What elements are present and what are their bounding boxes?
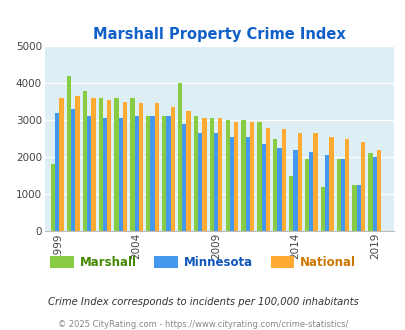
Bar <box>71 109 75 231</box>
Bar <box>336 159 340 231</box>
Bar <box>134 116 139 231</box>
Bar <box>304 159 308 231</box>
Bar <box>234 122 238 231</box>
Bar <box>288 176 292 231</box>
Title: Marshall Property Crime Index: Marshall Property Crime Index <box>93 27 345 42</box>
Text: © 2025 CityRating.com - https://www.cityrating.com/crime-statistics/: © 2025 CityRating.com - https://www.city… <box>58 319 347 329</box>
Bar <box>87 116 91 231</box>
Bar <box>367 153 372 231</box>
Bar <box>123 102 127 231</box>
Bar <box>241 120 245 231</box>
Bar <box>91 98 95 231</box>
Bar <box>102 118 107 231</box>
Bar <box>324 155 328 231</box>
Legend: Marshall, Minnesota, National: Marshall, Minnesota, National <box>45 251 360 274</box>
Bar <box>360 142 364 231</box>
Bar <box>60 98 64 231</box>
Bar <box>177 83 182 231</box>
Bar <box>182 124 186 231</box>
Bar <box>193 116 198 231</box>
Bar <box>225 120 229 231</box>
Bar <box>98 98 102 231</box>
Bar <box>51 164 55 231</box>
Bar <box>308 151 313 231</box>
Bar <box>245 137 249 231</box>
Bar <box>356 185 360 231</box>
Bar <box>372 157 376 231</box>
Bar <box>281 129 285 231</box>
Bar <box>344 139 349 231</box>
Bar <box>198 133 202 231</box>
Bar <box>162 116 166 231</box>
Bar <box>340 159 344 231</box>
Bar <box>209 118 213 231</box>
Bar <box>217 118 222 231</box>
Bar <box>273 139 277 231</box>
Bar <box>154 104 159 231</box>
Bar <box>118 118 123 231</box>
Bar <box>202 118 206 231</box>
Bar <box>257 122 261 231</box>
Bar <box>328 137 333 231</box>
Bar <box>83 90 87 231</box>
Bar <box>139 104 143 231</box>
Bar <box>170 107 175 231</box>
Bar <box>107 100 111 231</box>
Bar <box>213 133 217 231</box>
Bar <box>130 98 134 231</box>
Bar <box>146 116 150 231</box>
Bar <box>297 133 301 231</box>
Bar <box>166 116 170 231</box>
Bar <box>186 111 190 231</box>
Bar <box>277 148 281 231</box>
Bar <box>320 187 324 231</box>
Bar <box>292 150 297 231</box>
Bar <box>55 113 60 231</box>
Bar <box>229 137 234 231</box>
Bar <box>313 133 317 231</box>
Bar <box>150 116 154 231</box>
Bar <box>265 127 269 231</box>
Bar <box>249 122 254 231</box>
Bar <box>114 98 118 231</box>
Bar <box>376 150 380 231</box>
Bar <box>352 185 356 231</box>
Text: Crime Index corresponds to incidents per 100,000 inhabitants: Crime Index corresponds to incidents per… <box>47 297 358 307</box>
Bar <box>261 144 265 231</box>
Bar <box>67 76 71 231</box>
Bar <box>75 96 79 231</box>
